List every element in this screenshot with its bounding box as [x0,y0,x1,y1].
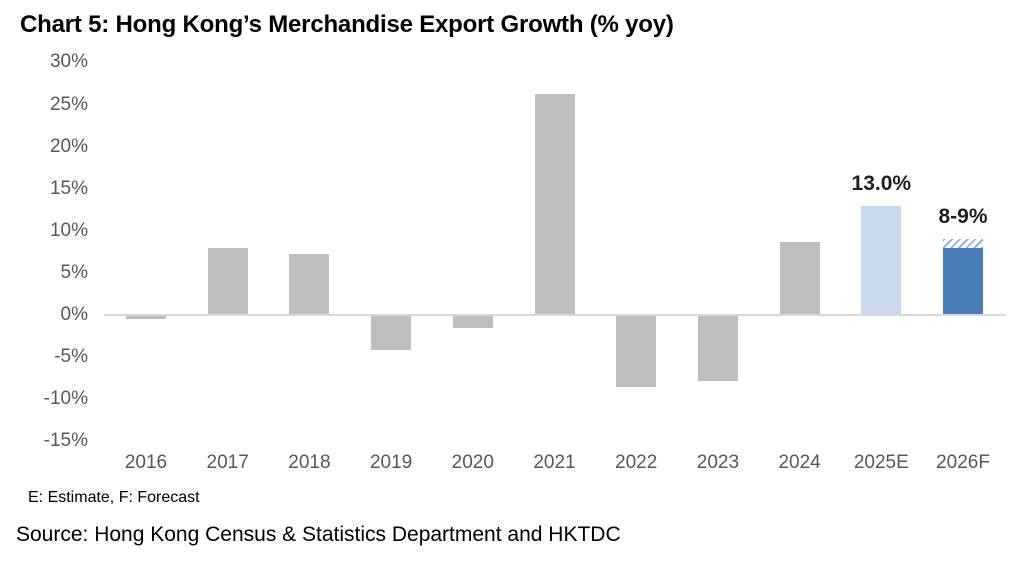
bar-2021 [534,93,575,315]
bar-2022 [616,315,657,388]
bar-value-label-2025e: 13.0% [851,171,912,195]
x-tick-label-2025e: 2025E [853,452,909,473]
y-tick-label: 0% [60,304,88,325]
y-tick-label: -5% [54,346,88,368]
y-tick-label: 15% [49,177,88,199]
x-tick-label-2017: 2017 [206,452,249,473]
bar-2019 [371,315,412,350]
bar-2023 [697,315,738,381]
x-tick-label-2024: 2024 [778,452,821,473]
bar-value-label-2026f: 8-9% [938,205,988,229]
chart-title: Chart 5: Hong Kong’s Merchandise Export … [20,11,674,38]
bar-2016 [126,315,166,320]
x-tick-label-2021: 2021 [533,452,576,473]
bar-2026f-hatched-range [943,239,983,248]
bar-2025e [861,205,902,315]
bar-2017 [207,247,248,315]
bar-2026f [943,247,983,315]
bar-2020 [452,315,493,328]
y-tick-label: 25% [49,93,88,115]
y-tick-label: 20% [49,135,88,157]
x-tick-label-2018: 2018 [288,452,331,473]
x-axis-line [104,314,1006,316]
source-note: Source: Hong Kong Census & Statistics De… [16,523,621,546]
x-tick-label-2026f: 2026F [936,452,990,473]
bar-2018 [289,253,330,315]
y-tick-label: 30% [49,51,88,73]
y-tick-label: -10% [43,388,88,410]
footnote-estimate-forecast: E: Estimate, F: Forecast [28,489,200,506]
x-tick-label-2022: 2022 [615,452,658,473]
x-tick-label-2020: 2020 [451,452,494,473]
x-tick-label-2019: 2019 [369,452,413,473]
y-tick-label: 10% [49,219,88,241]
y-tick-label: -15% [43,430,88,452]
x-tick-label-2016: 2016 [124,452,168,473]
y-tick-label: 5% [60,261,88,283]
bar-2024 [779,241,820,315]
x-tick-label-2023: 2023 [696,452,740,473]
